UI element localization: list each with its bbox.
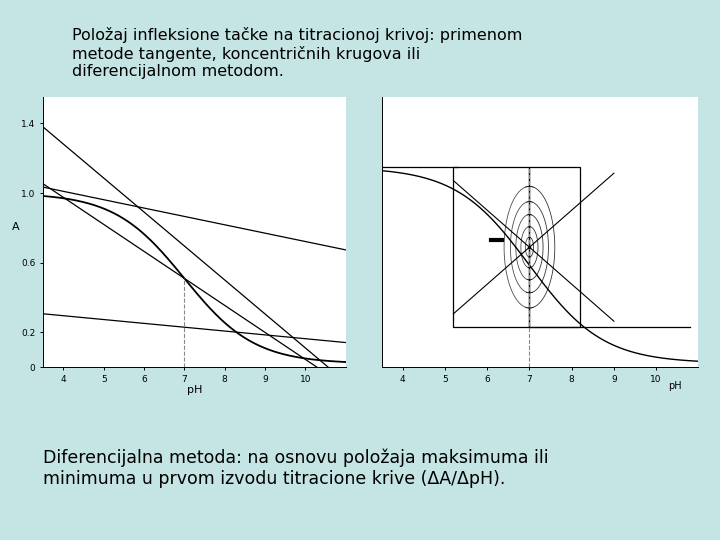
Text: Diferencijalna metoda: na osnovu položaja maksimuma ili
minimuma u prvom izvodu : Diferencijalna metoda: na osnovu položaj… [43,448,549,488]
Text: pH: pH [668,381,682,391]
Bar [529,167,580,327]
Bar [454,167,529,327]
X-axis label: pH: pH [186,385,202,395]
Text: Položaj infleksione tačke na titracionoj krivoj: primenom
metode tangente, konce: Položaj infleksione tačke na titracionoj… [72,27,523,79]
Y-axis label: A: A [12,222,19,232]
